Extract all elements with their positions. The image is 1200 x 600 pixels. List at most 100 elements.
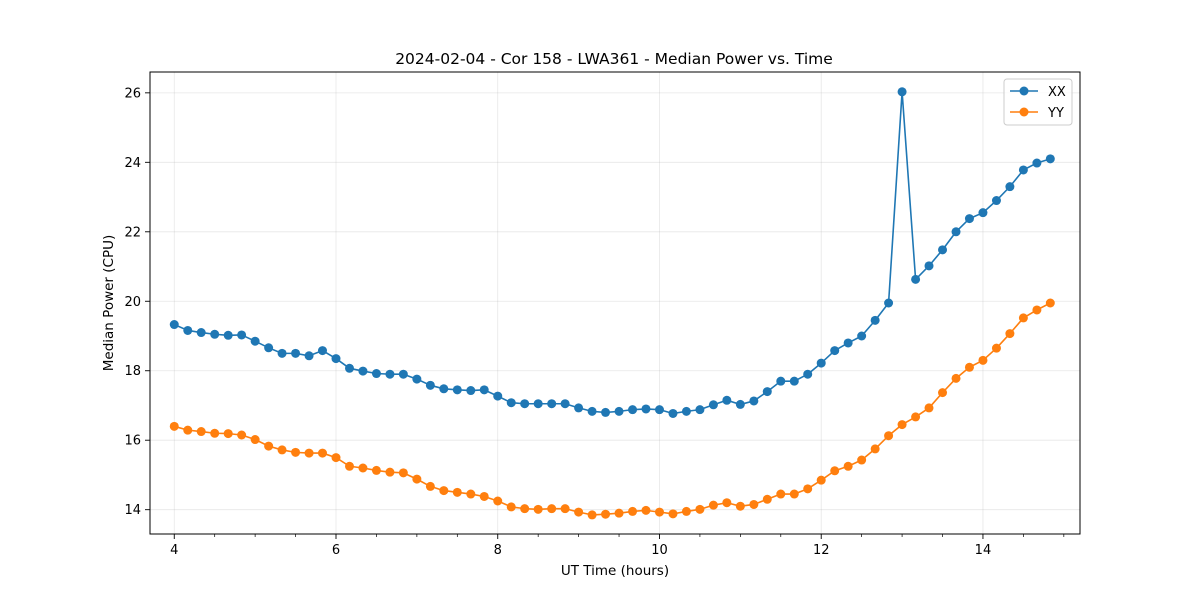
- data-point-yy: [169, 421, 179, 431]
- data-point-yy: [425, 481, 435, 491]
- data-point-xx: [520, 399, 530, 409]
- data-point-xx: [789, 376, 799, 386]
- data-point-xx: [641, 404, 651, 414]
- data-point-yy: [1032, 305, 1042, 315]
- data-point-yy: [304, 448, 314, 458]
- data-point-xx: [897, 87, 907, 97]
- data-point-xx: [412, 374, 422, 384]
- data-point-yy: [506, 502, 516, 512]
- data-point-yy: [1045, 298, 1055, 308]
- data-point-xx: [1018, 165, 1028, 175]
- data-point-xx: [237, 330, 247, 340]
- data-point-xx: [291, 348, 301, 358]
- legend-label-yy: YY: [1047, 106, 1064, 121]
- data-point-yy: [210, 428, 220, 438]
- data-point-xx: [1032, 158, 1042, 168]
- data-point-xx: [749, 396, 759, 406]
- data-point-xx: [385, 369, 395, 379]
- data-point-yy: [762, 494, 772, 504]
- data-point-xx: [924, 261, 934, 271]
- data-point-yy: [978, 355, 988, 365]
- data-point-yy: [695, 504, 705, 514]
- data-point-yy: [897, 420, 907, 430]
- data-point-xx: [601, 407, 611, 417]
- data-point-xx: [264, 343, 274, 353]
- data-point-xx: [991, 196, 1001, 206]
- data-point-yy: [857, 455, 867, 465]
- data-point-xx: [722, 395, 732, 405]
- data-point-yy: [803, 484, 813, 494]
- data-point-yy: [196, 427, 206, 437]
- data-point-yy: [641, 505, 651, 515]
- data-point-yy: [1018, 313, 1028, 323]
- data-point-xx: [277, 348, 287, 358]
- data-point-xx: [183, 325, 193, 335]
- data-point-xx: [560, 399, 570, 409]
- x-tick-label: 4: [170, 543, 178, 558]
- data-point-yy: [938, 388, 948, 398]
- y-tick-label: 14: [124, 503, 141, 518]
- data-point-xx: [358, 366, 368, 376]
- data-point-xx: [762, 387, 772, 397]
- x-tick-label: 10: [651, 543, 668, 558]
- data-point-yy: [291, 447, 301, 457]
- data-point-xx: [345, 363, 355, 373]
- data-point-yy: [681, 506, 691, 516]
- data-point-xx: [533, 399, 543, 409]
- data-point-yy: [412, 474, 422, 484]
- data-point-yy: [843, 461, 853, 471]
- y-tick-label: 16: [124, 434, 141, 449]
- data-point-xx: [304, 351, 314, 361]
- data-point-yy: [654, 507, 664, 517]
- plot-frame: [149, 71, 1081, 535]
- data-point-yy: [735, 501, 745, 511]
- grid: [150, 72, 1080, 534]
- data-point-yy: [601, 509, 611, 519]
- data-point-yy: [614, 508, 624, 518]
- data-point-yy: [385, 467, 395, 477]
- data-point-xx: [317, 346, 327, 356]
- data-point-yy: [884, 431, 894, 441]
- data-point-xx: [911, 274, 921, 284]
- data-point-yy: [708, 500, 718, 510]
- data-point-xx: [978, 208, 988, 218]
- data-point-xx: [331, 354, 341, 364]
- data-point-xx: [506, 398, 516, 408]
- data-point-yy: [668, 509, 678, 519]
- data-point-yy: [250, 435, 260, 445]
- axis-ticks: 4 6 8 10 12 14 14 16 18 20 22 24 26: [124, 86, 1065, 558]
- x-axis-label: UT Time (hours): [561, 563, 669, 579]
- data-point-yy: [317, 448, 327, 458]
- data-point-xx: [398, 369, 408, 379]
- data-point-xx: [816, 358, 826, 368]
- data-point-xx: [425, 380, 435, 390]
- data-point-yy: [358, 463, 368, 473]
- legend-label-xx: XX: [1048, 85, 1066, 100]
- y-tick-label: 24: [124, 156, 141, 171]
- data-point-xx: [695, 405, 705, 415]
- data-point-xx: [964, 214, 974, 224]
- series-group: [169, 87, 1055, 520]
- data-point-yy: [560, 504, 570, 514]
- data-point-yy: [776, 489, 786, 499]
- y-tick-label: 26: [124, 86, 141, 101]
- y-tick-label: 18: [124, 364, 141, 379]
- x-tick-label: 14: [975, 543, 992, 558]
- data-point-yy: [964, 362, 974, 372]
- data-point-yy: [951, 373, 961, 383]
- data-point-yy: [628, 506, 638, 516]
- data-point-xx: [708, 400, 718, 410]
- y-axis-label: Median Power (CPU): [101, 235, 117, 371]
- data-point-xx: [870, 315, 880, 325]
- data-point-xx: [587, 406, 597, 416]
- data-point-yy: [493, 496, 503, 506]
- data-point-xx: [776, 376, 786, 386]
- data-point-yy: [452, 487, 462, 497]
- chart-title: 2024-02-04 - Cor 158 - LWA361 - Median P…: [395, 50, 833, 68]
- data-point-xx: [735, 399, 745, 409]
- data-point-xx: [223, 330, 233, 340]
- data-point-xx: [614, 406, 624, 416]
- data-point-yy: [924, 403, 934, 413]
